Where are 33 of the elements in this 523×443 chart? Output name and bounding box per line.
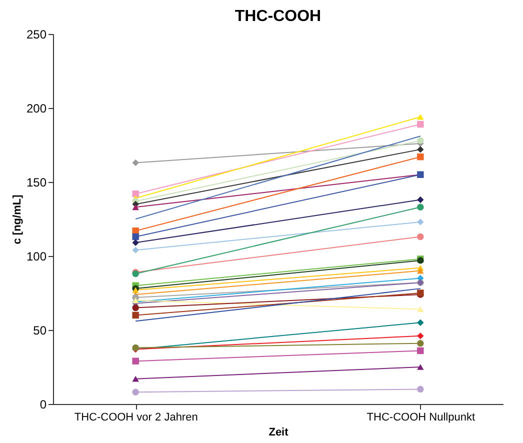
point — [132, 312, 139, 319]
point — [417, 347, 424, 354]
point — [417, 218, 424, 226]
point — [417, 319, 424, 326]
y-tick-label: 50 — [33, 324, 47, 338]
point — [132, 239, 139, 246]
x-tick-label: THC-COOH vor 2 Jahren — [74, 412, 198, 424]
point — [417, 332, 424, 340]
point — [132, 246, 139, 254]
point — [132, 233, 139, 240]
point — [417, 196, 424, 204]
point — [417, 137, 424, 144]
point — [417, 386, 424, 393]
point — [417, 340, 424, 347]
y-tick-label: 250 — [26, 28, 47, 42]
y-tick-label: 0 — [40, 398, 47, 412]
y-tick-label: 200 — [26, 102, 47, 116]
point — [132, 388, 139, 396]
point — [417, 233, 424, 240]
y-tick-label: 150 — [26, 176, 47, 190]
x-axis-title: Zeit — [268, 426, 289, 438]
point — [417, 120, 424, 128]
point — [417, 153, 424, 160]
point — [417, 146, 424, 153]
point — [417, 204, 424, 211]
point — [132, 159, 139, 166]
x-tick-label: THC-COOH Nullpunkt — [366, 412, 475, 424]
chart-title: THC-COOH — [234, 8, 322, 25]
point — [132, 304, 139, 312]
y-tick-label: 100 — [26, 250, 47, 264]
point — [132, 358, 139, 364]
y-axis-title: c [ng/mL] — [11, 194, 24, 244]
point — [132, 227, 139, 234]
